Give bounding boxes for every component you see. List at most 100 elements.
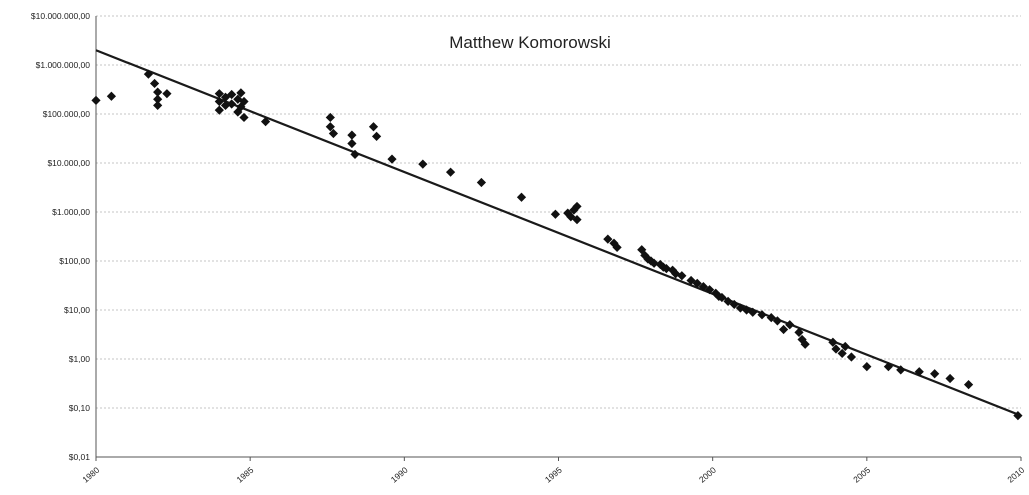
data-point: [214, 89, 224, 99]
data-point: [153, 94, 163, 104]
y-tick-label: $100,00: [59, 256, 90, 266]
data-point: [612, 242, 622, 252]
data-point: [328, 128, 339, 139]
data-point: [149, 78, 160, 89]
data-point: [772, 316, 783, 326]
data-point: [831, 344, 841, 354]
data-point: [667, 265, 678, 275]
data-point: [837, 348, 847, 359]
data-point: [930, 369, 940, 379]
y-tick-label: $0,01: [69, 452, 91, 462]
chart-title: Matthew Komorowski: [449, 33, 611, 52]
data-point: [153, 100, 163, 110]
data-point: [550, 209, 561, 219]
data-point: [236, 88, 246, 98]
data-point: [963, 380, 974, 390]
y-tick-label: $100.000,00: [43, 109, 91, 119]
x-tick-labels: 1980 1985 1990 1995 2000 2005 2010: [80, 465, 1026, 485]
y-tick-label: $1.000.000,00: [36, 60, 91, 70]
data-point: [347, 130, 357, 140]
data-point: [239, 112, 249, 123]
x-tick-label: 2010: [1005, 465, 1026, 485]
data-point: [757, 310, 767, 320]
data-point: [698, 282, 709, 292]
data-point: [741, 305, 752, 315]
data-point: [692, 278, 702, 288]
data-point: [655, 259, 665, 270]
data-point: [153, 87, 163, 97]
data-point: [723, 296, 733, 306]
trendline-layer: [95, 49, 1022, 417]
y-tick-label: $1,00: [69, 354, 91, 364]
data-point: [445, 167, 456, 177]
data-points: [91, 69, 1023, 421]
data-point: [325, 122, 335, 132]
data-point: [566, 212, 576, 222]
data-point: [778, 324, 789, 335]
data-point: [91, 95, 101, 105]
data-point: [862, 361, 872, 372]
data-point: [214, 105, 224, 115]
data-point: [717, 292, 727, 303]
data-point: [371, 131, 382, 141]
axes: [95, 16, 1022, 461]
data-point: [350, 149, 360, 159]
data-point: [106, 91, 117, 101]
x-tick-label: 1990: [389, 465, 410, 485]
data-point: [572, 201, 582, 212]
data-point: [239, 96, 249, 107]
x-tick-label: 2005: [851, 465, 872, 485]
x-tick-label: 1995: [543, 465, 564, 485]
grid-lines: [96, 15, 1021, 458]
data-point: [846, 352, 857, 362]
data-point: [800, 339, 810, 349]
data-point: [785, 320, 795, 330]
data-point: [220, 100, 231, 110]
y-tick-label: $0,10: [69, 403, 91, 413]
y-tick-label: $10.000.000,00: [31, 11, 90, 21]
x-tick-label: 1980: [80, 465, 101, 485]
data-point: [418, 159, 428, 169]
data-point: [896, 365, 906, 375]
data-point: [516, 192, 527, 202]
data-point: [794, 327, 804, 337]
data-point: [945, 373, 955, 384]
trendline: [95, 49, 1022, 417]
data-point: [766, 312, 776, 323]
data-point: [227, 89, 237, 100]
data-point: [260, 116, 271, 127]
x-tick-label: 2000: [697, 465, 718, 485]
y-tick-label: $10.000,00: [47, 158, 90, 168]
data-point: [729, 299, 739, 310]
data-point: [797, 334, 807, 345]
data-point: [227, 99, 237, 109]
data-point: [325, 112, 335, 123]
data-point: [1013, 410, 1023, 421]
data-point: [914, 367, 924, 377]
y-tick-label: $1.000,00: [52, 207, 90, 217]
x-tick-label: 1985: [235, 465, 256, 485]
data-point: [704, 285, 715, 295]
data-point: [840, 341, 850, 352]
data-point: [686, 275, 696, 286]
y-tick-label: $10,00: [64, 305, 90, 315]
data-point: [603, 234, 613, 244]
data-point: [649, 258, 659, 268]
data-point: [883, 361, 894, 372]
data-point: [347, 138, 357, 149]
data-point: [640, 250, 650, 261]
data-point: [368, 122, 379, 132]
data-point: [387, 154, 397, 164]
data-point: [748, 307, 758, 317]
data-point: [828, 337, 838, 347]
data-point: [214, 96, 224, 107]
data-point: [572, 214, 582, 225]
data-point: [711, 288, 721, 298]
y-tick-labels: $0,01 $0,10 $1,00 $10,00 $100,00 $1.000,00 $10…: [31, 11, 90, 462]
data-point: [162, 89, 172, 99]
data-point: [677, 271, 687, 281]
data-point: [143, 69, 154, 79]
data-point: [476, 177, 487, 188]
